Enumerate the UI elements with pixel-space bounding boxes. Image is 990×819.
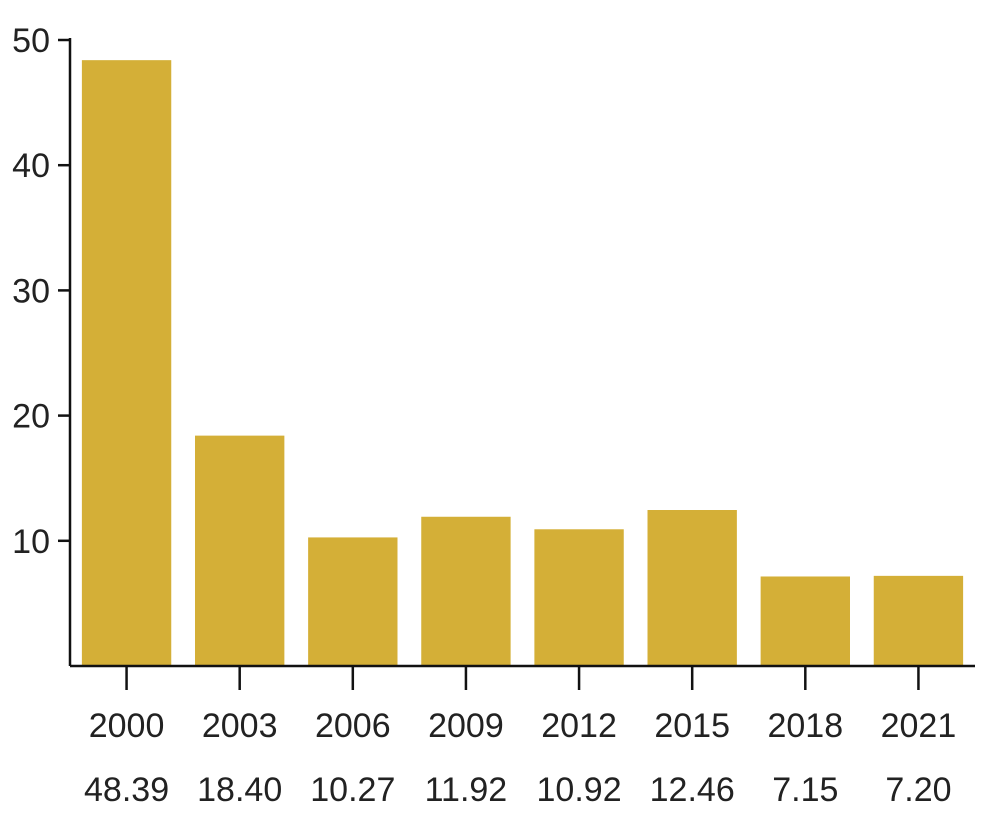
bar-value-label: 10.92 <box>537 771 622 809</box>
y-tick-label: 40 <box>12 147 50 185</box>
x-tick-label: 2003 <box>202 707 278 745</box>
x-tick-label: 2018 <box>767 707 843 745</box>
x-tick-label: 2006 <box>315 707 391 745</box>
bar-2006 <box>308 537 398 666</box>
y-tick-label: 50 <box>12 22 50 60</box>
bar-value-label: 11.92 <box>425 771 508 809</box>
x-tick-label: 2015 <box>654 707 730 745</box>
y-tick-label: 10 <box>12 523 50 561</box>
bar-value-label: 12.46 <box>650 771 735 809</box>
bars-group <box>81 60 964 667</box>
x-tick-label: 2000 <box>89 707 165 745</box>
bar-2015 <box>647 510 737 666</box>
y-axis: 10 20 30 40 50 <box>12 22 72 666</box>
bar-value-label: 7.15 <box>772 771 838 809</box>
bar-2018 <box>760 576 850 666</box>
y-tick-label: 20 <box>12 398 50 436</box>
x-tick-label: 2021 <box>881 707 957 745</box>
bar-2021 <box>873 575 964 666</box>
bar-value-label: 48.39 <box>84 771 169 809</box>
bar-value-label: 7.20 <box>885 771 951 809</box>
bar-2009 <box>421 516 511 666</box>
x-axis: 2000 48.39 2003 18.40 2006 10.27 2009 11.92 2012… <box>70 664 975 809</box>
x-tick-label: 2009 <box>428 707 504 745</box>
y-tick-label: 30 <box>12 272 50 310</box>
bar-value-label: 18.40 <box>197 771 282 809</box>
bar-2003 <box>195 435 285 666</box>
bar-2012 <box>534 529 624 666</box>
x-tick-label: 2012 <box>541 707 617 745</box>
bar-2000 <box>81 60 172 667</box>
bar-value-label: 10.27 <box>310 771 395 809</box>
